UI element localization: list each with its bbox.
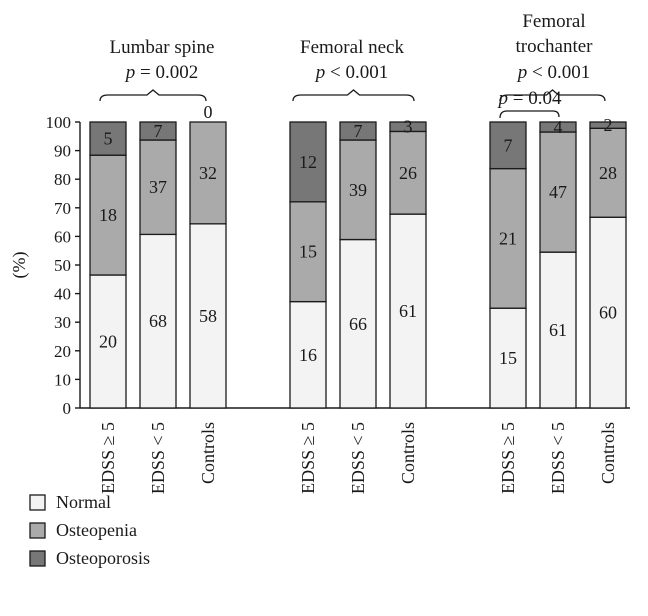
legend-label: Osteoporosis <box>56 548 150 568</box>
bar-segment-osteopenia <box>339 139 377 241</box>
data-label: 20 <box>99 332 117 352</box>
p-value-label: p < 0.001 <box>516 62 590 83</box>
category-label: Controls <box>398 422 418 484</box>
bar-segment-osteoporosis <box>589 121 627 129</box>
bar-segment-osteoporosis <box>289 121 327 203</box>
category-label: EDSS < 5 <box>148 422 168 494</box>
bar-segment-osteoporosis <box>539 121 577 133</box>
y-tick-label: 90 <box>54 142 71 161</box>
y-tick-label: 30 <box>54 313 71 332</box>
y-tick-label: 60 <box>54 227 71 246</box>
p-symbol: p <box>497 88 509 109</box>
p-value-label: p = 0.002 <box>124 62 198 83</box>
data-label: 15 <box>299 242 317 262</box>
category-label: EDSS ≥ 5 <box>298 422 318 494</box>
y-tick-label: 50 <box>54 256 71 275</box>
bar-segment-osteoporosis <box>489 121 527 170</box>
legend-label: Osteopenia <box>56 520 137 540</box>
data-label: 5 <box>104 129 113 149</box>
group-title: Lumbar spine <box>109 37 214 58</box>
category-label: Controls <box>598 422 618 484</box>
bar-segment-normal <box>189 223 227 409</box>
legend-label: Normal <box>56 492 111 512</box>
bar-segment-normal <box>589 216 627 409</box>
data-label: 58 <box>199 306 217 326</box>
p-symbol: p <box>124 62 136 83</box>
bar-segment-osteoporosis <box>339 121 377 141</box>
p-symbol: p <box>314 62 326 83</box>
y-axis-title: (%) <box>9 252 30 279</box>
legend-swatch-normal <box>29 494 46 511</box>
y-tick-label: 20 <box>54 342 71 361</box>
data-label: 60 <box>599 303 617 323</box>
p-value-text: = 0.002 <box>135 62 198 83</box>
data-label: 0 <box>204 102 213 122</box>
data-label: 28 <box>599 163 617 183</box>
p-symbol: p <box>516 62 528 83</box>
bar-segment-normal <box>139 233 177 409</box>
bar-segment-osteopenia <box>589 127 627 218</box>
data-label: 3 <box>404 117 413 137</box>
data-label: 15 <box>499 348 517 368</box>
data-label: 32 <box>199 163 217 183</box>
data-label: 7 <box>504 135 513 155</box>
data-label: 39 <box>349 180 367 200</box>
category-label: EDSS ≥ 5 <box>98 422 118 494</box>
bar-segment-osteopenia <box>139 139 177 236</box>
legend-swatch-osteopenia <box>29 522 46 539</box>
significance-bracket <box>99 89 207 102</box>
data-label: 2 <box>604 115 613 135</box>
significance-bracket <box>292 89 415 102</box>
bar-segment-osteopenia <box>539 131 577 253</box>
data-label: 4 <box>554 117 563 137</box>
bar-segment-normal <box>389 213 427 409</box>
y-tick-label: 100 <box>46 113 72 132</box>
data-label: 61 <box>399 301 417 321</box>
bar-segment-normal <box>489 307 527 409</box>
data-label: 66 <box>349 314 367 334</box>
bar-segment-osteoporosis <box>139 121 177 141</box>
p-value-label: p < 0.001 <box>314 62 388 83</box>
bar-segment-osteopenia <box>189 121 227 225</box>
data-label: 26 <box>399 163 417 183</box>
group-title: trochanter <box>515 36 593 57</box>
bar-segment-osteopenia <box>89 154 127 276</box>
y-tick-label: 80 <box>54 170 71 189</box>
data-label: 7 <box>154 121 163 141</box>
significance-bracket <box>499 89 606 102</box>
category-label: EDSS < 5 <box>548 422 568 494</box>
p-value-text: = 0.04 <box>508 88 562 109</box>
data-label: 47 <box>549 182 567 202</box>
data-label: 16 <box>299 345 317 365</box>
data-label: 7 <box>354 121 363 141</box>
p-value-text: < 0.001 <box>527 62 590 83</box>
bar-segment-normal <box>89 274 127 409</box>
bar-segment-osteoporosis <box>89 121 127 156</box>
y-tick-label: 70 <box>54 199 71 218</box>
sub-significance-bracket <box>499 110 560 119</box>
bar-segment-osteopenia <box>289 201 327 303</box>
bar-segment-osteopenia <box>489 167 527 309</box>
p-value-text: < 0.001 <box>325 62 388 83</box>
group-title: Femoral neck <box>300 37 404 58</box>
category-label: EDSS ≥ 5 <box>498 422 518 494</box>
y-tick-label: 0 <box>63 399 72 418</box>
sub-p-value-label: p = 0.04 <box>497 88 562 109</box>
data-label: 61 <box>549 320 567 340</box>
data-label: 37 <box>149 177 167 197</box>
data-label: 21 <box>499 228 517 248</box>
data-label: 12 <box>299 152 317 172</box>
y-tick-label: 10 <box>54 370 71 389</box>
y-tick-label: 40 <box>54 285 71 304</box>
legend-swatch-osteoporosis <box>29 550 46 567</box>
category-label: EDSS < 5 <box>348 422 368 494</box>
category-label: Controls <box>198 422 218 484</box>
bar-segment-osteoporosis <box>389 121 427 133</box>
data-label: 68 <box>149 311 167 331</box>
bar-segment-normal <box>289 300 327 409</box>
group-title: Femoral <box>522 11 585 32</box>
data-label: 18 <box>99 205 117 225</box>
